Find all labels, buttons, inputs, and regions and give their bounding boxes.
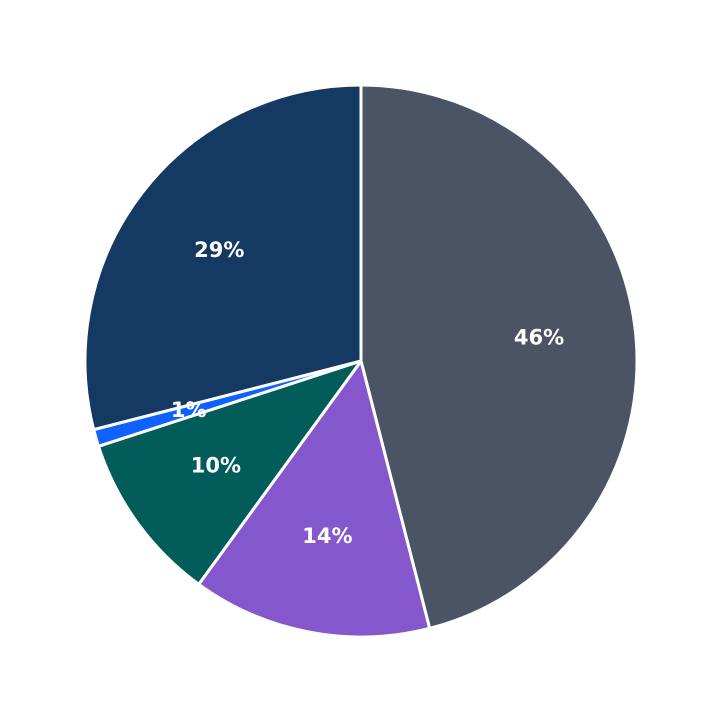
value-label: 10% bbox=[191, 453, 241, 477]
pie-slice bbox=[197, 359, 432, 639]
pie-slice bbox=[97, 359, 363, 586]
value-label: 1% bbox=[171, 398, 207, 422]
pie-slice bbox=[83, 83, 363, 432]
value-label: 46% bbox=[514, 326, 564, 350]
pie-slice bbox=[359, 83, 639, 630]
value-label: 29% bbox=[194, 238, 244, 262]
value-label: 14% bbox=[302, 524, 352, 548]
